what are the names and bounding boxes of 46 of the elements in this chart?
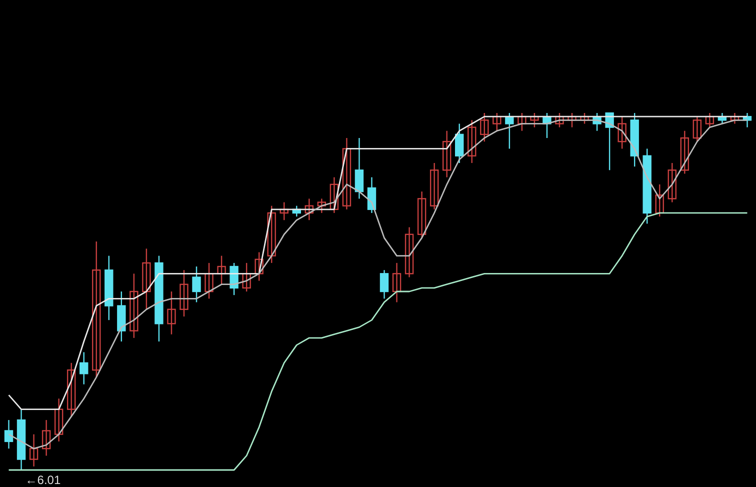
candlestick bbox=[92, 240, 101, 378]
candlestick bbox=[167, 290, 176, 335]
candlestick bbox=[180, 269, 188, 318]
candlestick bbox=[480, 112, 489, 142]
candlestick bbox=[204, 262, 214, 300]
candlestick bbox=[304, 198, 314, 221]
candlestick bbox=[692, 116, 702, 142]
candlestick bbox=[80, 352, 88, 385]
candlestick bbox=[42, 419, 51, 456]
candlestick bbox=[29, 434, 38, 468]
candlestick bbox=[380, 269, 389, 300]
candlestick bbox=[668, 162, 676, 203]
candlestick bbox=[54, 398, 64, 442]
candlestick bbox=[442, 130, 452, 178]
candlestick bbox=[66, 362, 76, 418]
annotation: ←6.01 bbox=[25, 473, 61, 487]
candlestick bbox=[130, 273, 138, 339]
candlestick bbox=[618, 116, 626, 150]
candlestick bbox=[354, 137, 364, 200]
candlestick bbox=[530, 112, 539, 128]
candlestick bbox=[330, 176, 339, 214]
candlestick bbox=[430, 162, 439, 210]
candlestick bbox=[468, 120, 476, 164]
candlestick bbox=[392, 262, 402, 303]
candlestick bbox=[705, 112, 714, 128]
candlestick bbox=[518, 112, 526, 132]
candlestick bbox=[192, 266, 201, 303]
candlestick bbox=[267, 205, 276, 264]
candlestick bbox=[404, 226, 414, 278]
candlestick bbox=[4, 419, 14, 450]
candlestick bbox=[280, 202, 288, 221]
candlestick bbox=[317, 198, 326, 214]
candlestick bbox=[655, 184, 664, 218]
candlestick bbox=[342, 137, 352, 210]
candlestick bbox=[555, 112, 564, 128]
candlestick bbox=[730, 112, 740, 124]
candlestick bbox=[217, 255, 226, 285]
candlestick bbox=[142, 248, 151, 310]
candlestick bbox=[580, 112, 589, 124]
candlestick bbox=[242, 262, 251, 292]
candlestick bbox=[455, 123, 464, 164]
candlestick bbox=[417, 190, 426, 239]
candlestick bbox=[680, 130, 690, 174]
candlestick bbox=[254, 252, 264, 282]
candlestick bbox=[492, 112, 502, 132]
candlestick bbox=[568, 112, 576, 128]
